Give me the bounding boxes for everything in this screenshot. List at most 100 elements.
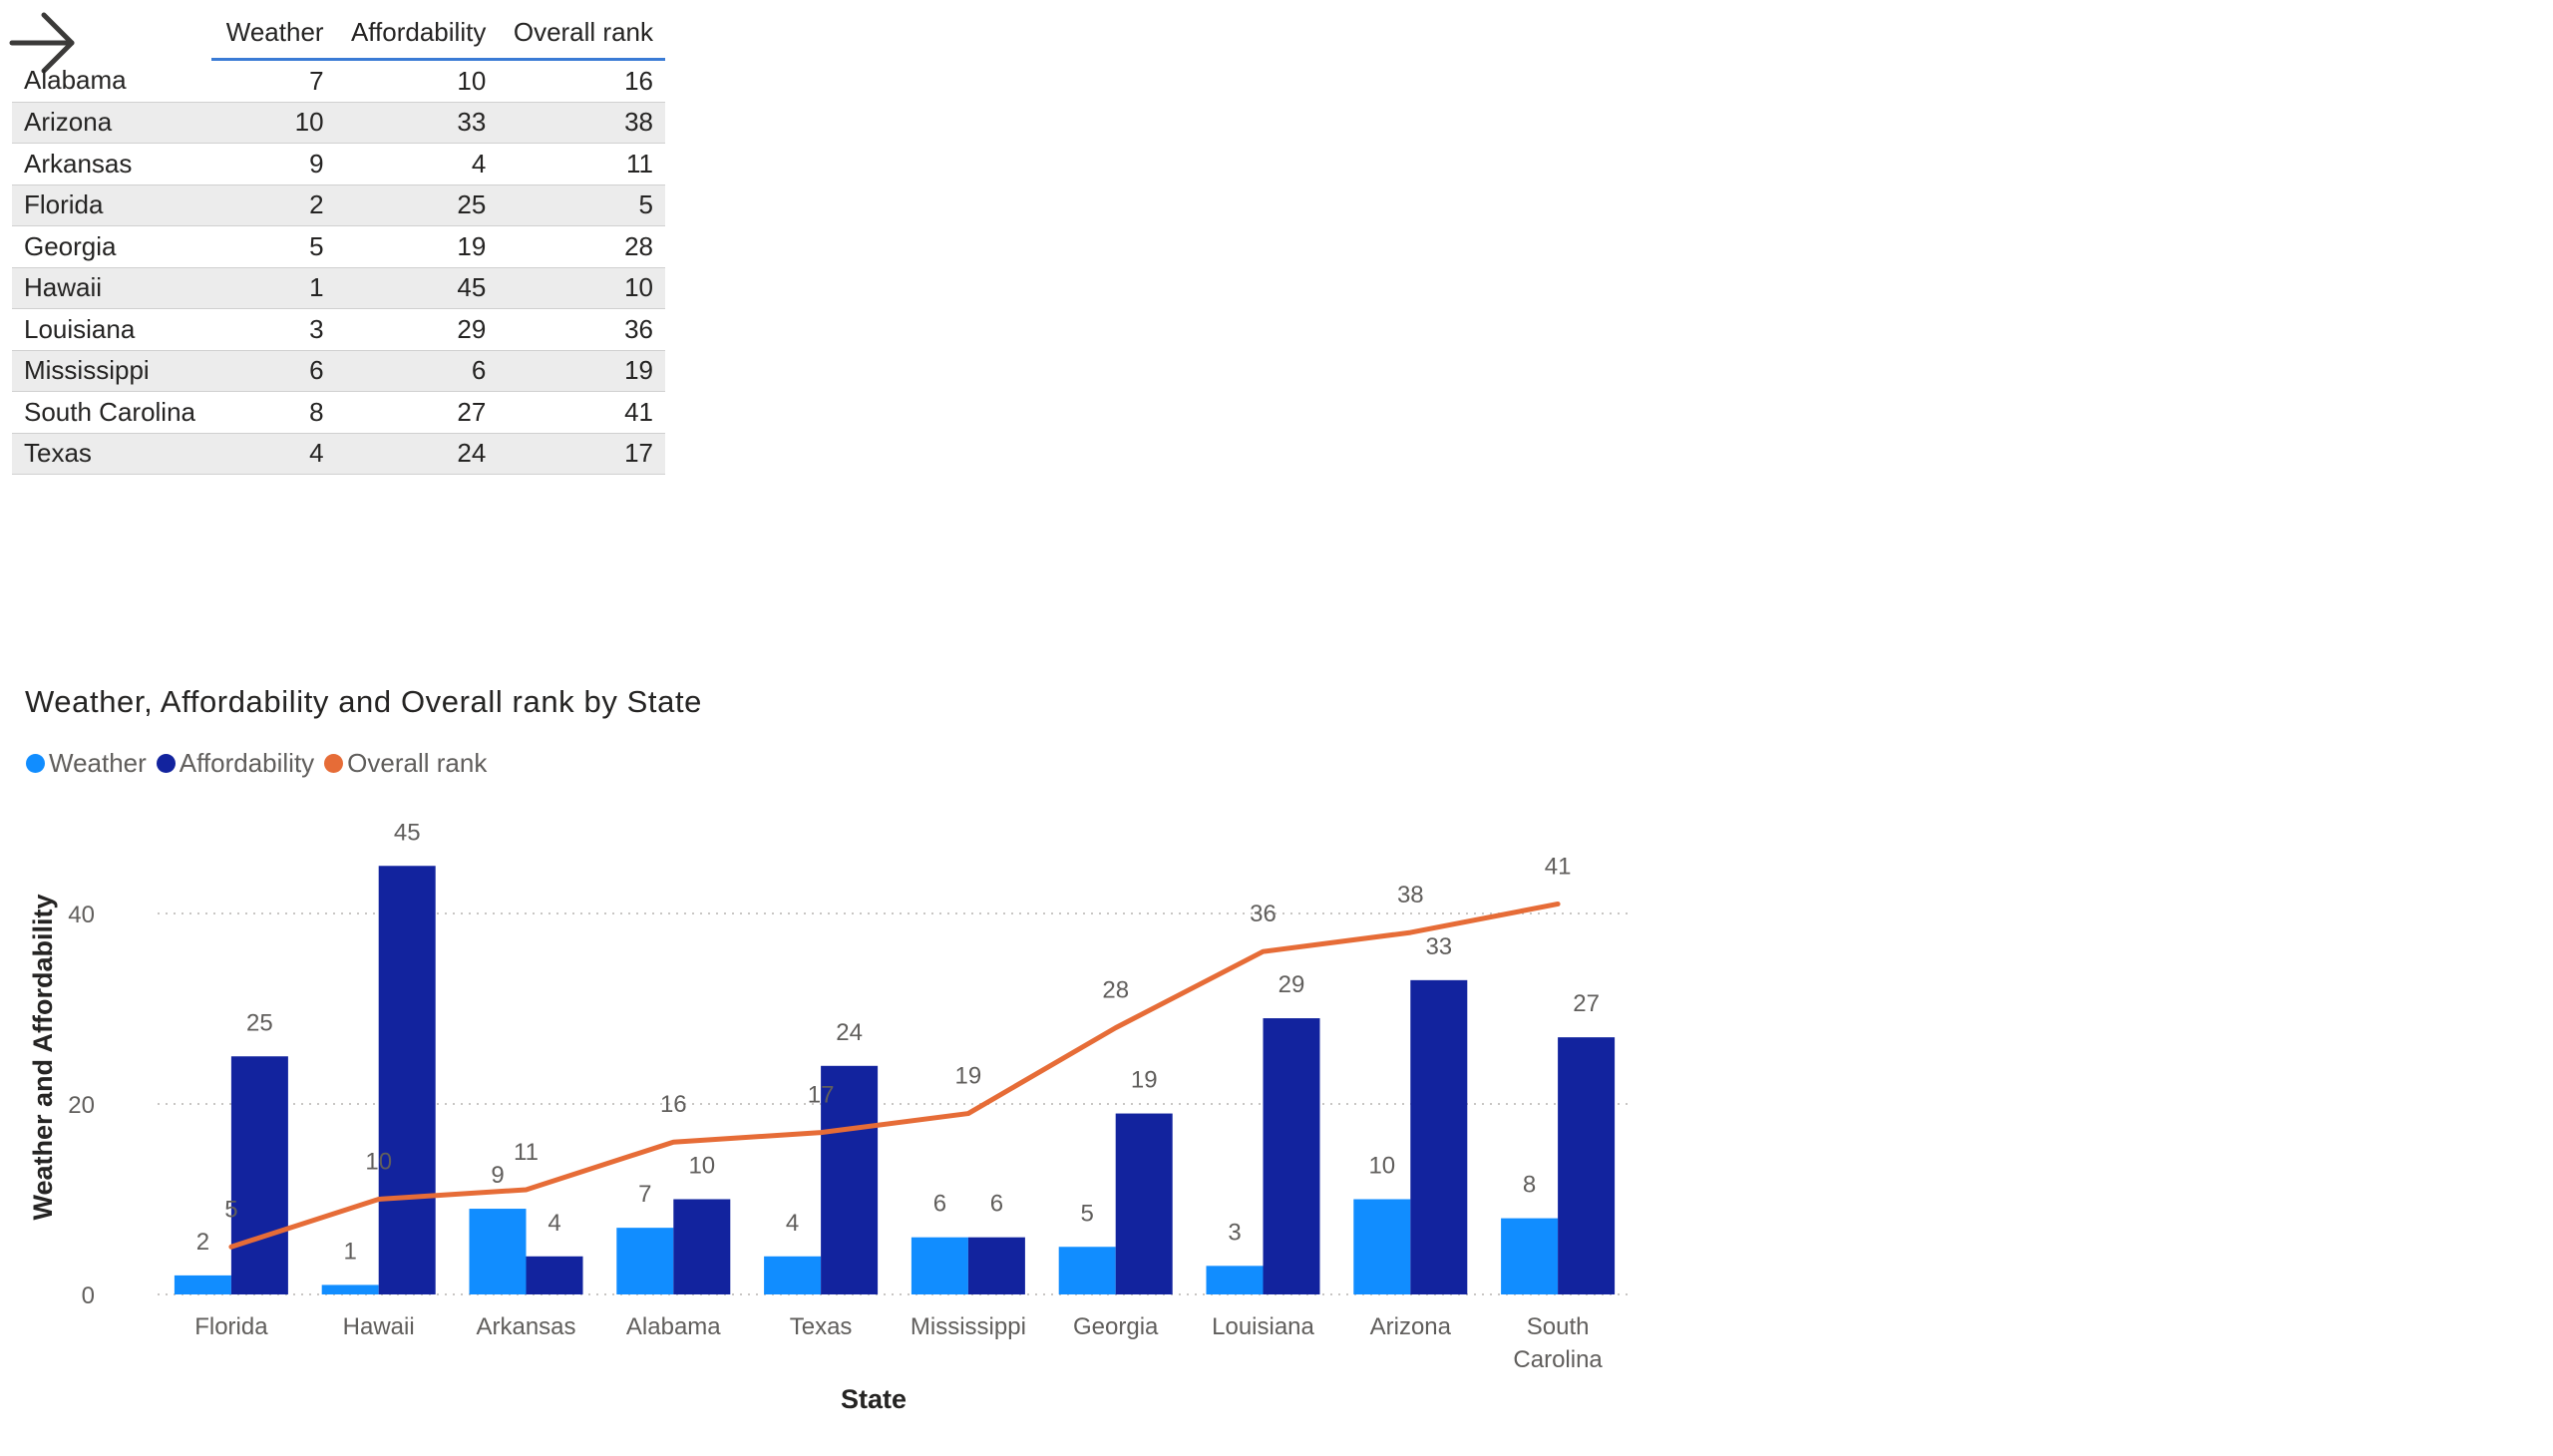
table-row: Mississippi 6 6 19 xyxy=(12,350,665,392)
state-cell: Hawaii xyxy=(12,267,212,309)
bar-affordability xyxy=(378,866,436,1294)
data-label-weather: 9 xyxy=(491,1162,504,1189)
bar-affordability xyxy=(1115,1113,1173,1294)
weather-cell: 2 xyxy=(211,184,336,226)
affordability-cell: 6 xyxy=(335,350,499,392)
bar-weather xyxy=(174,1274,231,1294)
affordability-cell: 24 xyxy=(335,433,499,475)
x-tick-label: Carolina xyxy=(1513,1346,1603,1373)
chart-title: Weather, Affordability and Overall rank … xyxy=(25,684,703,719)
table-header-weather[interactable]: Weather xyxy=(211,6,336,61)
legend-item-overall-rank[interactable]: Overall rank xyxy=(324,748,487,779)
legend-dot-overall-rank xyxy=(324,754,344,773)
x-tick-label: Texas xyxy=(790,1313,853,1340)
table-row: South Carolina 8 27 41 xyxy=(12,391,665,434)
data-label-affordability: 27 xyxy=(1573,990,1600,1017)
bar-affordability xyxy=(526,1256,583,1294)
legend-dot-affordability xyxy=(156,754,176,773)
data-label-affordability: 45 xyxy=(394,819,421,846)
bar-affordability xyxy=(230,1056,288,1294)
data-label-affordability: 33 xyxy=(1425,933,1452,960)
overall-rank-cell: 5 xyxy=(498,184,665,226)
state-cell: Georgia xyxy=(12,225,212,268)
x-tick-label: Alabama xyxy=(626,1313,721,1340)
legend-label-weather: Weather xyxy=(49,748,147,778)
bar-affordability xyxy=(1263,1018,1320,1294)
affordability-cell: 25 xyxy=(335,184,499,226)
y-tick-label: 40 xyxy=(68,902,95,928)
table-row: Texas 4 24 17 xyxy=(12,433,665,475)
data-label-overall-rank: 11 xyxy=(514,1139,539,1166)
overall-rank-cell: 41 xyxy=(498,391,665,434)
weather-cell: 1 xyxy=(211,267,336,309)
data-label-weather: 8 xyxy=(1523,1172,1536,1199)
bar-weather xyxy=(616,1228,674,1294)
data-label-affordability: 4 xyxy=(547,1210,560,1237)
data-label-weather: 5 xyxy=(1081,1200,1094,1227)
y-axis-title: Weather and Affordability xyxy=(28,894,58,1220)
data-label-weather: 1 xyxy=(344,1238,357,1265)
bar-weather xyxy=(1501,1218,1559,1294)
legend-label-overall-rank: Overall rank xyxy=(347,748,488,778)
table-row: Alabama 7 10 16 xyxy=(12,59,665,103)
data-label-affordability: 29 xyxy=(1278,971,1305,998)
x-tick-label: South xyxy=(1527,1313,1590,1340)
overall-rank-cell: 28 xyxy=(498,225,665,268)
data-label-overall-rank: 10 xyxy=(365,1149,392,1176)
overall-rank-cell: 10 xyxy=(498,267,665,309)
data-label-overall-rank: 19 xyxy=(955,1063,982,1090)
bar-weather xyxy=(764,1256,822,1294)
affordability-cell: 27 xyxy=(335,391,499,434)
weather-cell: 8 xyxy=(211,391,336,434)
y-tick-label: 0 xyxy=(82,1282,95,1309)
data-label-affordability: 24 xyxy=(836,1019,863,1046)
bar-weather xyxy=(469,1209,527,1294)
data-label-overall-rank: 41 xyxy=(1545,853,1572,880)
affordability-cell: 29 xyxy=(335,308,499,351)
table-header-overall-rank[interactable]: Overall rank xyxy=(498,6,665,61)
x-tick-label: Hawaii xyxy=(343,1313,415,1340)
table-row: Arizona 10 33 38 xyxy=(12,102,665,144)
x-tick-label: Mississippi xyxy=(911,1313,1026,1340)
overall-rank-cell: 17 xyxy=(498,433,665,475)
bar-weather xyxy=(911,1237,968,1294)
x-tick-label: Louisiana xyxy=(1212,1313,1314,1340)
state-cell: Alabama xyxy=(12,59,212,103)
data-label-weather: 2 xyxy=(196,1229,209,1256)
weather-cell: 5 xyxy=(211,225,336,268)
legend-item-affordability[interactable]: Affordability xyxy=(156,748,314,779)
affordability-cell: 45 xyxy=(335,267,499,309)
bar-affordability xyxy=(673,1199,731,1294)
data-label-overall-rank: 28 xyxy=(1102,977,1129,1004)
data-label-overall-rank: 38 xyxy=(1397,882,1424,909)
legend-dot-weather xyxy=(26,754,45,773)
bar-weather xyxy=(1058,1247,1116,1294)
data-label-overall-rank: 17 xyxy=(808,1082,835,1109)
data-label-weather: 10 xyxy=(1368,1153,1395,1180)
state-cell: Texas xyxy=(12,433,212,475)
weather-cell: 9 xyxy=(211,143,336,185)
x-tick-label: Arizona xyxy=(1370,1313,1452,1340)
data-label-affordability: 6 xyxy=(990,1191,1003,1218)
x-tick-label: Florida xyxy=(194,1313,268,1340)
data-label-affordability: 10 xyxy=(688,1153,715,1180)
overall-rank-cell: 38 xyxy=(498,102,665,144)
bar-weather xyxy=(1206,1266,1264,1294)
data-label-affordability: 19 xyxy=(1131,1067,1158,1094)
data-label-weather: 6 xyxy=(933,1191,946,1218)
affordability-cell: 4 xyxy=(335,143,499,185)
bar-affordability xyxy=(1558,1037,1616,1294)
data-label-overall-rank: 5 xyxy=(224,1196,237,1223)
data-label-overall-rank: 36 xyxy=(1250,901,1276,927)
legend-item-weather[interactable]: Weather xyxy=(26,748,147,779)
table-header-affordability[interactable]: Affordability xyxy=(335,6,499,61)
bar-affordability xyxy=(967,1237,1025,1294)
state-cell: Mississippi xyxy=(12,350,212,392)
table-row: Arkansas 9 4 11 xyxy=(12,143,665,185)
x-tick-label: Georgia xyxy=(1073,1313,1159,1340)
affordability-cell: 33 xyxy=(335,102,499,144)
overall-rank-cell: 16 xyxy=(498,59,665,103)
y-tick-label: 20 xyxy=(68,1092,95,1119)
chart-legend: Weather Affordability Overall rank xyxy=(26,748,497,779)
